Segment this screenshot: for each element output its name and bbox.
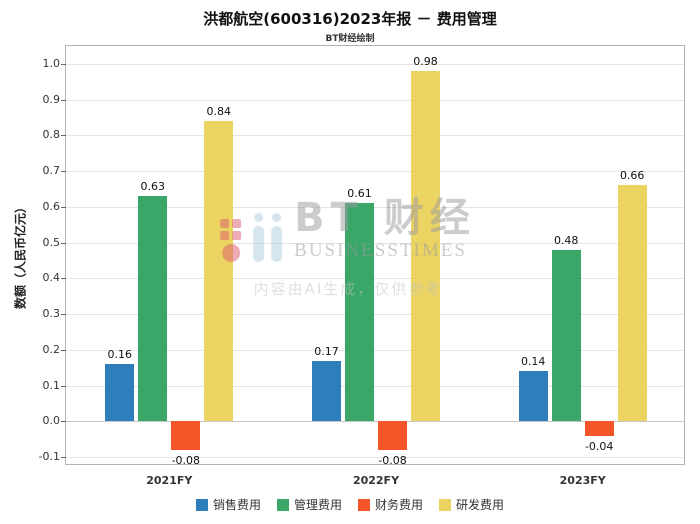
y-tick-label: 0.1 xyxy=(42,378,61,392)
y-tick-mark xyxy=(61,314,66,316)
gridline xyxy=(66,135,684,137)
legend-label: 管理费用 xyxy=(293,498,342,512)
bar-财务费用-2021FY xyxy=(171,421,201,450)
legend: 销售费用 管理费用 财务费用 研发费用 xyxy=(0,496,700,513)
y-tick-label: 0.5 xyxy=(42,235,61,249)
bar-管理费用-2023FY xyxy=(551,249,581,422)
y-tick-label: 0.7 xyxy=(42,164,61,178)
y-tick-mark xyxy=(61,457,66,459)
bar-value-label: 0.16 xyxy=(107,348,133,362)
legend-item-销售费用: 销售费用 xyxy=(195,496,261,513)
y-tick-mark xyxy=(61,385,66,387)
gridline xyxy=(66,421,684,423)
bar-财务费用-2022FY xyxy=(378,421,407,450)
gridline xyxy=(66,171,684,173)
bar-value-label: 0.48 xyxy=(553,233,579,247)
bar-value-label: 0.61 xyxy=(347,187,372,201)
bar-销售费用-2021FY xyxy=(105,364,135,422)
legend-swatch xyxy=(358,498,370,511)
plot-area: BT 财经 BUSINESSTIMES 内容由AI生成，仅供参考 -0.1 0.0… xyxy=(39,45,685,487)
x-tick-label: 2021FY xyxy=(146,474,193,487)
gridline xyxy=(66,349,684,351)
bar-value-label: 0.98 xyxy=(413,55,438,68)
bar-研发费用-2022FY xyxy=(411,71,440,422)
y-tick-mark xyxy=(61,63,66,65)
gridline xyxy=(66,385,684,387)
y-tick-label: 0.0 xyxy=(42,414,61,428)
y-tick-label: 0.6 xyxy=(42,199,61,213)
y-tick-label: 0.3 xyxy=(42,307,61,321)
gridline xyxy=(66,63,684,65)
watermark-bars-icon xyxy=(253,213,283,262)
y-tick-label: 0.4 xyxy=(42,271,61,285)
bar-value-label: 0.63 xyxy=(140,180,166,194)
gridline xyxy=(66,278,684,280)
x-tick-label: 2022FY xyxy=(352,474,400,487)
y-tick-mark xyxy=(61,206,66,208)
gridline xyxy=(66,242,684,244)
legend-swatch xyxy=(439,498,452,511)
x-tick-label: 2023FY xyxy=(559,474,606,487)
legend-swatch xyxy=(195,498,208,511)
y-tick-label: 0.2 xyxy=(42,342,61,356)
legend-item-财务费用: 财务费用 xyxy=(358,496,423,513)
gridline xyxy=(66,99,684,101)
legend-label: 销售费用 xyxy=(212,498,261,512)
y-tick-mark xyxy=(61,242,66,244)
gridline xyxy=(66,206,684,208)
bar-管理费用-2022FY xyxy=(345,203,374,422)
bar-研发费用-2023FY xyxy=(617,185,647,422)
gridline xyxy=(66,457,684,459)
bar-销售费用-2023FY xyxy=(518,371,548,422)
bar-value-label: -0.08 xyxy=(378,453,407,467)
bar-value-label: -0.08 xyxy=(171,453,201,467)
bar-value-label: 0.84 xyxy=(206,105,232,119)
legend-item-管理费用: 管理费用 xyxy=(276,496,342,513)
y-tick-mark xyxy=(61,421,66,423)
legend-label: 财务费用 xyxy=(375,498,424,512)
bar-管理费用-2021FY xyxy=(138,196,168,422)
y-tick-label: -0.1 xyxy=(38,450,60,464)
gridline xyxy=(66,314,684,316)
chart-subtitle: BT财经绘制 xyxy=(325,34,375,44)
y-tick-label: 0.8 xyxy=(42,128,61,142)
bar-value-label: 0.17 xyxy=(314,344,339,358)
legend-label: 研发费用 xyxy=(456,498,505,512)
y-tick-mark xyxy=(61,99,66,101)
chart-title: 洪都航空(600316)2023年报 － 费用管理 xyxy=(203,10,497,28)
legend-item-研发费用: 研发费用 xyxy=(439,496,504,513)
watermark-brand: BT 财经 xyxy=(294,195,476,241)
legend-swatch xyxy=(276,498,289,511)
bar-研发费用-2021FY xyxy=(204,121,234,422)
bar-销售费用-2022FY xyxy=(312,360,341,422)
y-tick-mark xyxy=(61,171,66,173)
bar-财务费用-2023FY xyxy=(584,421,614,436)
y-tick-label: 1.0 xyxy=(42,56,61,70)
bar-value-label: 0.14 xyxy=(520,355,546,369)
bar-value-label: 0.66 xyxy=(619,169,645,183)
y-tick-mark xyxy=(61,135,66,137)
bar-value-label: -0.04 xyxy=(584,439,614,453)
y-tick-mark xyxy=(61,349,66,351)
y-tick-label: 0.9 xyxy=(42,92,61,106)
y-tick-mark xyxy=(61,278,66,280)
